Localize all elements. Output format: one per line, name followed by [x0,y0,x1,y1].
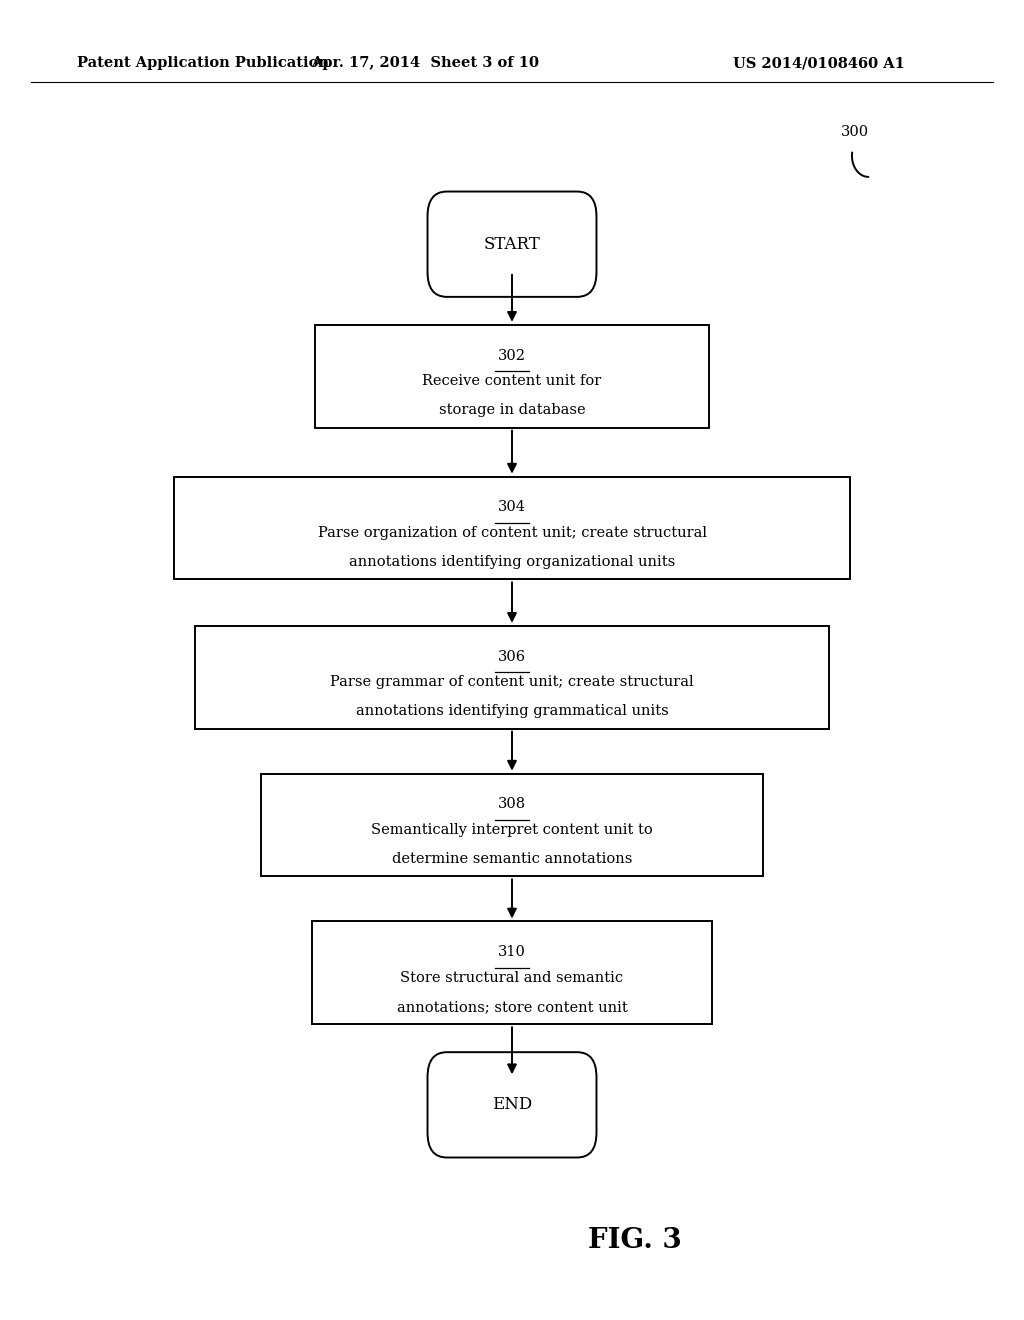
Text: FIG. 3: FIG. 3 [588,1228,682,1254]
Text: Parse grammar of content unit; create structural: Parse grammar of content unit; create st… [330,676,694,689]
Text: END: END [492,1097,532,1113]
Text: Patent Application Publication: Patent Application Publication [77,57,329,70]
FancyBboxPatch shape [428,191,596,297]
Text: 310: 310 [498,945,526,960]
Text: 308: 308 [498,797,526,812]
Text: annotations identifying organizational units: annotations identifying organizational u… [349,556,675,569]
Bar [195,626,829,729]
Bar [261,774,763,876]
Text: Semantically interpret content unit to: Semantically interpret content unit to [371,824,653,837]
FancyBboxPatch shape [428,1052,596,1158]
Text: 302: 302 [498,348,526,363]
Text: annotations; store content unit: annotations; store content unit [396,1001,628,1014]
Text: determine semantic annotations: determine semantic annotations [392,853,632,866]
Bar [312,921,712,1024]
Text: US 2014/0108460 A1: US 2014/0108460 A1 [733,57,905,70]
Text: 304: 304 [498,500,526,515]
Text: START: START [483,236,541,252]
Text: 306: 306 [498,649,526,664]
Text: Receive content unit for: Receive content unit for [422,375,602,388]
Text: Parse organization of content unit; create structural: Parse organization of content unit; crea… [317,527,707,540]
Bar [315,325,709,428]
Text: storage in database: storage in database [438,404,586,417]
Text: Store structural and semantic: Store structural and semantic [400,972,624,985]
Bar [174,477,850,579]
Text: annotations identifying grammatical units: annotations identifying grammatical unit… [355,705,669,718]
Text: 300: 300 [841,125,869,139]
Text: Apr. 17, 2014  Sheet 3 of 10: Apr. 17, 2014 Sheet 3 of 10 [311,57,539,70]
